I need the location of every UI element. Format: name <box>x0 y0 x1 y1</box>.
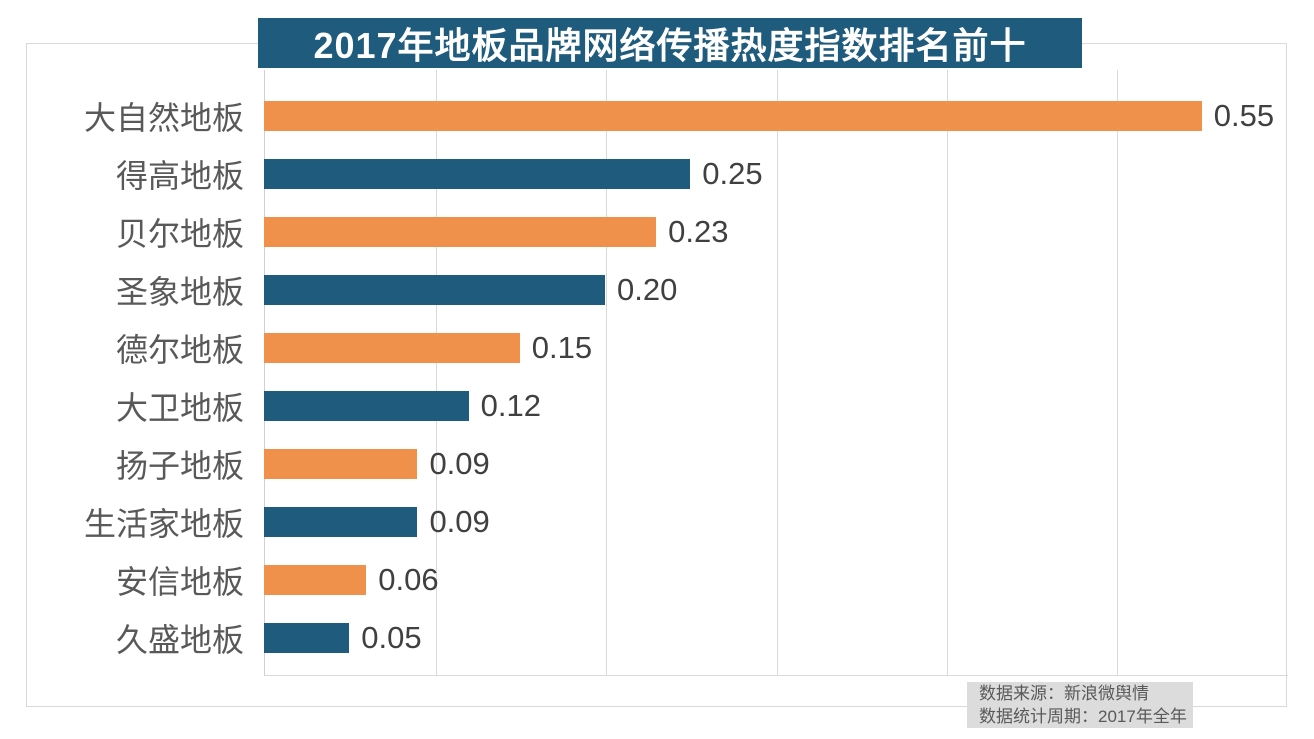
bar-track: 0.55 <box>264 98 1287 133</box>
bar-track: 0.09 <box>264 446 1287 481</box>
bar <box>264 275 605 305</box>
bar-track: 0.25 <box>264 156 1287 191</box>
bar <box>264 217 657 247</box>
bar-value-label: 0.06 <box>378 562 439 597</box>
category-label: 大自然地板 <box>83 100 244 136</box>
chart-title: 2017年地板品牌网络传播热度指数排名前十 <box>313 25 1027 66</box>
data-period-line: 数据统计周期：2017年全年 <box>979 707 1187 726</box>
plot-area <box>264 70 1288 676</box>
category-label: 安信地板 <box>115 564 244 600</box>
category-label: 大卫地板 <box>115 390 244 426</box>
bar-rows-container: 大自然地板 0.55 得高地板 0.25 贝尔地板 0.23 圣象地板 0.20 德尔地板 0.1… <box>26 87 1287 667</box>
bar-value-label: 0.20 <box>617 272 678 307</box>
bar-value-label: 0.25 <box>702 156 763 191</box>
category-label: 生活家地板 <box>83 506 244 542</box>
bar-value-label: 0.15 <box>531 330 593 365</box>
category-label: 得高地板 <box>115 158 244 194</box>
bar-track: 0.15 <box>264 330 1287 365</box>
bar <box>264 565 367 595</box>
category-label: 圣象地板 <box>115 274 244 310</box>
bar-row: 生活家地板 0.09 <box>26 493 1287 551</box>
bar-value-label: 0.05 <box>361 620 422 655</box>
bar <box>264 159 691 189</box>
gridline-0-3 <box>776 70 778 675</box>
bar-value-label: 0.12 <box>480 388 541 423</box>
category-label: 扬子地板 <box>115 448 244 484</box>
gridline-0-1 <box>435 70 437 675</box>
category-label: 贝尔地板 <box>115 216 244 252</box>
bar-row: 扬子地板 0.09 <box>26 435 1287 493</box>
category-label: 德尔地板 <box>115 332 244 368</box>
bar-value-label: 0.23 <box>668 214 729 249</box>
gridline-0-4 <box>947 70 948 675</box>
gridline-0-2 <box>605 70 607 675</box>
bar-row: 久盛地板 0.05 <box>26 609 1287 667</box>
bar-row: 得高地板 0.25 <box>26 145 1287 203</box>
bar-row: 大自然地板 0.55 <box>26 87 1287 145</box>
data-source-line: 数据来源：新浪微舆情 <box>979 684 1149 703</box>
bar <box>264 333 520 363</box>
bar <box>264 449 418 479</box>
bar-value-label: 0.09 <box>429 504 490 539</box>
bar-value-label: 0.09 <box>429 446 490 481</box>
bar-track: 0.20 <box>264 272 1287 307</box>
bar-row: 大卫地板 0.12 <box>26 377 1287 435</box>
bar <box>264 623 350 653</box>
bar-track: 0.09 <box>264 504 1287 539</box>
bar-row: 贝尔地板 0.23 <box>26 203 1287 261</box>
bar-track: 0.06 <box>264 562 1287 597</box>
bar-track: 0.05 <box>264 620 1287 655</box>
chart-title-banner: 2017年地板品牌网络传播热度指数排名前十 <box>258 18 1082 68</box>
bar-row: 德尔地板 0.15 <box>26 319 1287 377</box>
bar-row: 安信地板 0.06 <box>26 551 1287 609</box>
bar <box>264 507 418 537</box>
category-label: 久盛地板 <box>115 622 244 658</box>
data-source-box: 数据来源：新浪微舆情 数据统计周期：2017年全年 <box>967 682 1193 728</box>
bar <box>264 391 469 421</box>
gridline-0-5 <box>1117 70 1119 675</box>
bar-row: 圣象地板 0.20 <box>26 261 1287 319</box>
bar-track: 0.23 <box>264 214 1287 249</box>
bar <box>264 101 1202 131</box>
bar-value-label: 0.55 <box>1213 98 1275 133</box>
bar-track: 0.12 <box>264 388 1287 423</box>
